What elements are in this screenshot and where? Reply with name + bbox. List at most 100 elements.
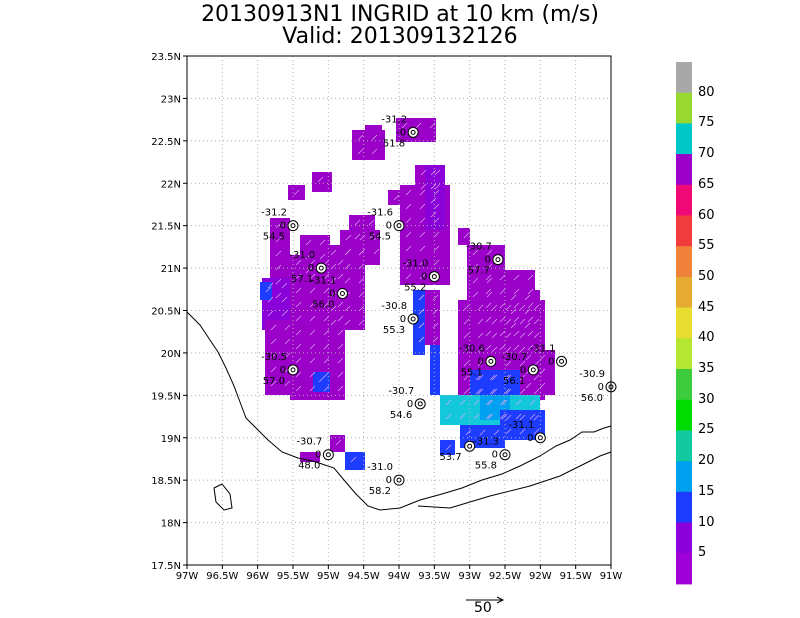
wind-vector bbox=[323, 357, 330, 364]
colorbar-label: 15 bbox=[698, 483, 715, 499]
wind-vector bbox=[527, 302, 534, 309]
wind-vector bbox=[419, 231, 426, 238]
station-label-a: -31.1 bbox=[311, 276, 337, 287]
colorbar-segment bbox=[676, 491, 692, 523]
station-label-c: 57.0 bbox=[263, 376, 285, 387]
y-tick-label: 20N bbox=[161, 349, 181, 360]
station-label-b: 0 bbox=[400, 314, 406, 325]
wind-vector bbox=[275, 264, 282, 271]
wind-vector bbox=[284, 380, 291, 387]
wind-vector bbox=[463, 346, 470, 353]
y-tick-label: 18.5N bbox=[151, 476, 181, 487]
wind-vector bbox=[486, 277, 493, 284]
wind-vector bbox=[465, 429, 472, 436]
colorbar-label: 70 bbox=[698, 146, 715, 162]
wind-vector bbox=[515, 413, 522, 420]
station-marker-core bbox=[431, 274, 437, 280]
wind-vector bbox=[459, 413, 466, 420]
wind-vector bbox=[373, 234, 380, 241]
wind-vector bbox=[405, 217, 412, 224]
wind-vector bbox=[463, 374, 470, 381]
colorbar-segment bbox=[676, 369, 692, 401]
station-label-c: 58.2 bbox=[369, 486, 391, 497]
wind-vector bbox=[330, 291, 337, 298]
wind-vector bbox=[309, 301, 316, 308]
station-label-a: -30.5 bbox=[261, 352, 287, 363]
wind-vector bbox=[519, 304, 526, 311]
station-label-a: -30.8 bbox=[381, 301, 407, 312]
wind-vector bbox=[485, 288, 492, 295]
station-label-b: -0 bbox=[396, 127, 406, 138]
wind-vector bbox=[430, 211, 437, 218]
colorbar-segment bbox=[676, 307, 692, 339]
wind-vector bbox=[270, 380, 277, 387]
wind-vector bbox=[405, 259, 412, 266]
colorbar-segment bbox=[676, 338, 692, 370]
x-tick-label: 91.5W bbox=[560, 571, 592, 582]
wind-vector bbox=[354, 219, 361, 226]
colorbar-segment bbox=[676, 522, 692, 554]
wind-vector bbox=[513, 274, 520, 281]
wind-vector bbox=[419, 245, 426, 252]
wind-vector bbox=[337, 357, 344, 364]
wind-vector bbox=[267, 282, 274, 289]
wind-cell bbox=[505, 290, 540, 340]
wind-vector bbox=[319, 239, 326, 246]
colorbar-segment bbox=[676, 430, 692, 462]
wind-vector bbox=[330, 319, 337, 326]
x-axis: 97W 96.5W 96W 95.5W 95W 94.5W 94W 93.5W 93W 92.5W… bbox=[176, 565, 622, 582]
scale-vector-label: 50 bbox=[474, 600, 492, 616]
wind-vector bbox=[309, 357, 316, 364]
wind-vector bbox=[405, 245, 412, 252]
station-marker-core bbox=[502, 452, 508, 458]
station-marker-core bbox=[396, 477, 402, 483]
wind-vector bbox=[275, 292, 282, 299]
wind-vector bbox=[433, 217, 440, 224]
wind-vector bbox=[284, 338, 291, 345]
station-label-b: 0 bbox=[477, 356, 483, 367]
station-marker bbox=[556, 355, 568, 367]
wind-vector bbox=[305, 253, 312, 260]
colorbar-segment bbox=[676, 399, 692, 431]
wind-vector bbox=[418, 336, 425, 343]
wind-cell bbox=[365, 125, 382, 135]
wind-vector bbox=[309, 329, 316, 336]
wind-vector bbox=[281, 282, 288, 289]
wind-vector bbox=[419, 259, 426, 266]
wind-vector bbox=[525, 382, 532, 389]
wind-vector bbox=[505, 374, 512, 381]
wind-vector bbox=[419, 273, 426, 280]
station-label-c: 57.7 bbox=[468, 266, 490, 277]
wind-vector bbox=[491, 304, 498, 311]
wind-vector bbox=[281, 310, 288, 317]
station-label-a: -30.7 bbox=[501, 352, 527, 363]
scale-vector bbox=[466, 596, 505, 604]
station-marker bbox=[485, 355, 497, 367]
station-label-b: 0 bbox=[598, 382, 604, 393]
station-label-b: 0 bbox=[280, 365, 286, 376]
wind-vector bbox=[405, 231, 412, 238]
wind-vector bbox=[525, 354, 532, 361]
wind-vector bbox=[357, 148, 364, 155]
station-marker-core bbox=[290, 367, 296, 373]
wind-vector bbox=[433, 245, 440, 252]
wind-vector bbox=[519, 414, 526, 421]
station-marker-core bbox=[537, 435, 543, 441]
station-label-b: 0 bbox=[386, 475, 392, 486]
wind-vector bbox=[419, 189, 426, 196]
station-label-b: 0 bbox=[548, 356, 554, 367]
wind-vector bbox=[368, 219, 375, 226]
wind-vector bbox=[539, 382, 546, 389]
wind-vector bbox=[499, 330, 506, 337]
station-marker-core bbox=[530, 367, 536, 373]
wind-cell bbox=[260, 282, 272, 300]
wind-cell bbox=[345, 452, 365, 470]
station-label-c: 55.3 bbox=[383, 325, 405, 336]
wind-vector bbox=[405, 203, 412, 210]
wind-vector bbox=[319, 253, 326, 260]
wind-vector bbox=[275, 250, 282, 257]
wind-vector bbox=[270, 324, 277, 331]
wind-vector bbox=[401, 122, 408, 129]
wind-vector bbox=[293, 189, 300, 196]
station-label-b: 0 bbox=[485, 255, 491, 266]
